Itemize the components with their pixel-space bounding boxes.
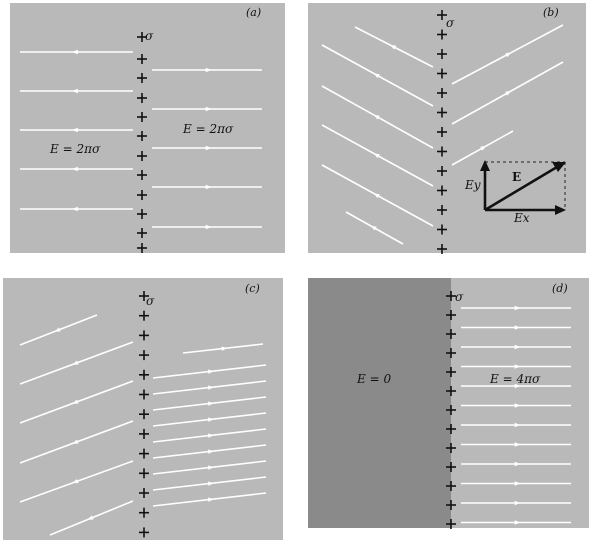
panel-a-right-field-line-0-arrowhead [205, 67, 212, 73]
panel-b-right-field-line-1-arrowhead [505, 90, 512, 96]
panel-c-right-field-line-8-arrowhead [207, 481, 214, 486]
panel-d-background [451, 278, 589, 528]
vector-decomposition-inset: E Ey Ex [464, 160, 566, 225]
panel-d-field-line-5-arrowhead [514, 403, 521, 408]
panel-a-sigma-label: σ [145, 29, 154, 43]
panel-c-right-field-line-1-arrowhead [207, 369, 214, 374]
panel-c-right-field-line-5-arrowhead [207, 433, 214, 438]
panel-c-left-field-line-3-arrowhead [72, 439, 79, 444]
panel-c-left-field-line-0-arrowhead [54, 327, 61, 332]
panel-b-left-field-line-2-arrowhead [373, 114, 380, 120]
panel-a-left-field-line-4-arrowhead [72, 206, 78, 212]
panel-a-right-field-line-3-arrowhead [205, 184, 212, 190]
e-arrowhead [552, 162, 566, 172]
panel-d-sigma-label: σ [455, 290, 464, 304]
panel-c-right-field-line-0-arrowhead [221, 346, 228, 351]
panel-d-field-line-2-arrowhead [514, 344, 521, 350]
panel-d-field-line-0-arrowhead [514, 305, 521, 311]
panel-c-right-field-line-2-arrowhead [207, 385, 214, 390]
panel-c-right-field-line-3-arrowhead [207, 401, 214, 406]
panel-d-right-field-label: E = 4πσ [489, 372, 541, 386]
panel-a-left-field-line-0-arrowhead [72, 49, 78, 55]
panel-b-sigma-label: σ [446, 16, 455, 30]
panel-c-right-field-line-6-arrowhead [207, 449, 214, 454]
panel-d-field-line-11-arrowhead [514, 520, 521, 525]
ey-arrowhead [480, 160, 490, 171]
field-drawing [19, 10, 571, 538]
panel-b-left-field-line-1-arrowhead [373, 73, 380, 79]
panel-a-right-field-line-1-arrowhead [205, 106, 212, 112]
panel-b-letter: (b) [543, 6, 559, 19]
e-vector-label: E [512, 170, 521, 184]
panel-b-left-field-line-3-arrowhead [373, 153, 380, 159]
ex-arrowhead [555, 205, 566, 215]
ey-label: Ey [464, 178, 481, 192]
panel-c-right-field-line-4-arrowhead [207, 417, 214, 422]
panel-b-left-field-line-4-arrowhead [373, 193, 380, 199]
panel-a-background [10, 3, 285, 253]
panel-d-field-line-6-arrowhead [514, 422, 521, 428]
panel-a-left-field-line-2-arrowhead [72, 127, 78, 133]
panel-b-right-field-line-0-arrowhead [505, 52, 512, 58]
panel-d-letter: (d) [552, 282, 568, 295]
panel-a-left-field-line-3-arrowhead [72, 166, 78, 172]
panel-c-right-field-line-9-arrowhead [207, 497, 214, 502]
e-resultant-arrow [484, 165, 558, 212]
panel-a-right-field-label: E = 2πσ [182, 122, 234, 136]
panel-c-left-field-line-1-arrowhead [72, 360, 79, 365]
panel-d-field-line-9-arrowhead [514, 481, 521, 486]
panel-b-right-field-line-2-arrowhead [480, 145, 487, 151]
panel-b-left-field-line-0-arrowhead [389, 44, 397, 50]
panel-a-left-field-label: E = 2πσ [49, 142, 101, 156]
ex-label: Ex [513, 211, 530, 225]
panel-c-left-field-line-4-arrowhead [72, 478, 79, 484]
panel-c-sigma-label: σ [146, 294, 155, 308]
panel-d-field-line-8-arrowhead [514, 461, 521, 467]
panel-c-left-field-line-2-arrowhead [72, 399, 79, 404]
panel-c-background [3, 278, 283, 540]
panel-b-left-field-line-5-arrowhead [370, 225, 377, 231]
panel-d-field-line-1-arrowhead [514, 325, 521, 330]
panel-d-field-line-3-arrowhead [514, 364, 521, 369]
panel-d-field-line-4-arrowhead [514, 383, 521, 389]
panel-c-letter: (c) [245, 282, 260, 295]
panel-d-conductor [308, 278, 451, 528]
panel-a-letter: (a) [246, 6, 261, 19]
panel-d-field-line-10-arrowhead [514, 500, 521, 506]
panel-d-field-line-7-arrowhead [514, 442, 521, 447]
panel-c-left-field-line-5-arrowhead [87, 515, 94, 520]
panel-d-left-field-label: E = 0 [356, 372, 391, 386]
panel-b-background [308, 3, 586, 253]
panel-a-left-field-line-1-arrowhead [72, 88, 78, 94]
panel-a-right-field-line-2-arrowhead [205, 145, 212, 151]
panel-a-right-field-line-4-arrowhead [205, 224, 212, 230]
panel-c-right-field-line-7-arrowhead [207, 465, 214, 470]
